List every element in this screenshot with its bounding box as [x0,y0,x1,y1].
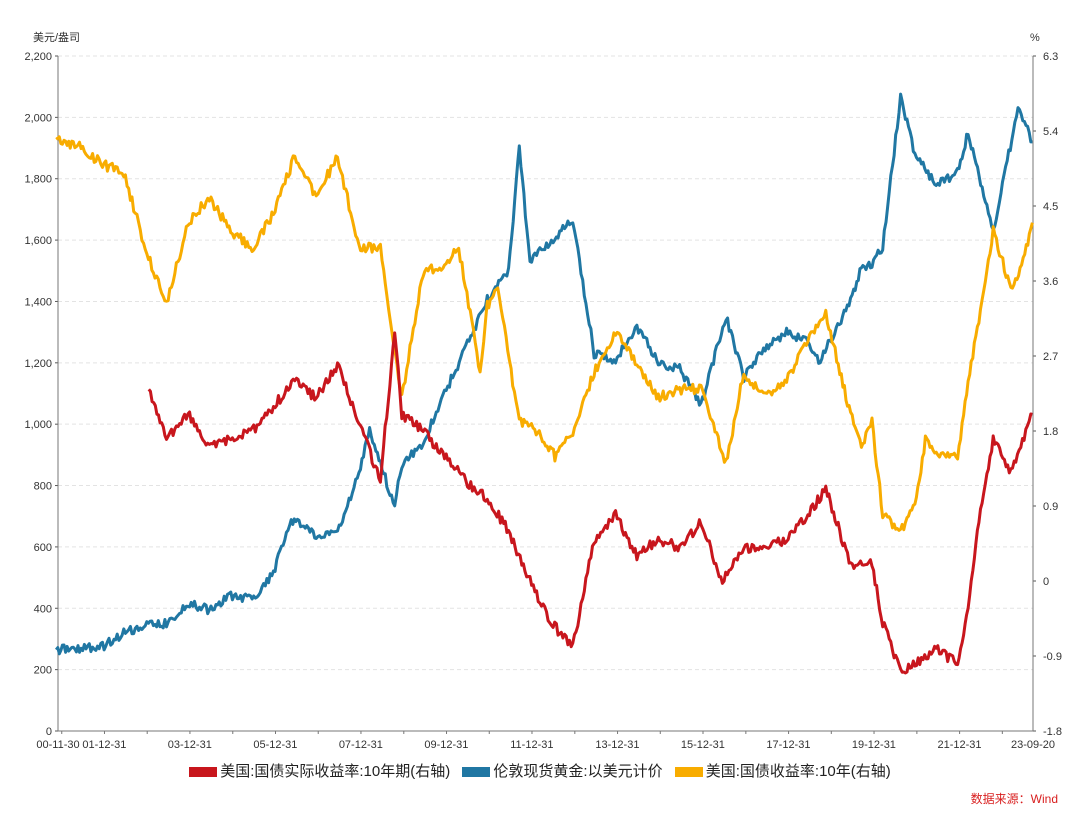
legend-swatch-nominal-yield [674,767,703,778]
legend-label-gold: 伦敦现货黄金:以美元计价 [493,763,663,780]
y-right-tick-label: 6.3 [1043,51,1058,63]
y-right-tick-label: -1.8 [1043,726,1062,738]
y-left-tick-label: 1,200 [24,358,52,370]
legend-swatch-real-yield [189,767,218,778]
x-tick-label: 09-12-31 [424,739,468,751]
axes [55,55,1036,734]
y-left-tick-label: 400 [34,603,52,615]
y-left-tick-label: 1,000 [24,419,52,431]
x-tick-label: 05-12-31 [253,739,297,751]
y-right-tick-label: 0 [1043,576,1049,588]
y-left-tick-label: 2,000 [24,112,52,124]
x-tick-label: 01-12-31 [82,739,126,751]
data-source-note: 数据来源：Wind [970,792,1058,806]
x-tick-label: 03-12-31 [168,739,212,751]
series-line-1 [55,92,1033,656]
y-left-tick-label: 1,400 [24,296,52,308]
legend: 美国:国债实际收益率:10年期(右轴) 伦敦现货黄金:以美元计价 美国:国债收益… [0,760,1080,781]
chart-svg: 美元/盎司 % 0 200 400 600 800 1,000 1,200 1,400 1,60… [24,30,1062,751]
y-right-tick-label: -0.9 [1043,651,1062,663]
legend-swatch-gold [462,767,491,778]
y-left-tick-label: 2,200 [24,51,52,63]
series-line-2 [55,135,1034,532]
x-tick-label: 11-12-31 [510,739,553,751]
y-left-tick-label: 0 [46,726,52,738]
legend-item-real-yield[interactable]: 美国:国债实际收益率:10年期(右轴) [189,760,450,781]
y-right-tick-label: 0.9 [1043,501,1058,513]
y-right-tick-label: 4.5 [1043,201,1058,213]
y-left-tick-label: 200 [34,665,52,677]
x-tick-label: 21-12-31 [937,739,981,751]
legend-item-nominal-yield[interactable]: 美国:国债收益率:10年(右轴) [674,760,891,781]
y-left-tick-label: 600 [34,542,52,554]
x-tick-label: 15-12-31 [681,739,725,751]
x-tick-label: 23-09-20 [1011,739,1055,751]
x-tick-label: 19-12-31 [852,739,896,751]
x-tick-label: 13-12-31 [595,739,639,751]
y-right-tick-label: 2.7 [1043,351,1058,363]
y-right-tick-label: 5.4 [1043,126,1058,138]
right-unit-label: % [1030,32,1040,44]
x-tick-label: 00-11-30 [36,739,79,751]
y-left-tick-label: 1,800 [24,174,52,186]
tick-labels: 0 200 400 600 800 1,000 1,200 1,400 1,600 1,800 2,… [24,51,1062,751]
series-line-0 [147,331,1033,675]
legend-item-gold[interactable]: 伦敦现货黄金:以美元计价 [462,760,663,781]
y-left-tick-label: 800 [34,481,52,493]
legend-label-real-yield: 美国:国债实际收益率:10年期(右轴) [220,763,451,780]
y-left-tick-label: 1,600 [24,235,52,247]
y-right-tick-label: 3.6 [1043,276,1058,288]
left-unit-label: 美元/盎司 [33,30,80,44]
grid-lines [58,55,1033,671]
series-layer [55,92,1034,675]
legend-label-nominal-yield: 美国:国债收益率:10年(右轴) [705,763,891,780]
x-tick-label: 17-12-31 [766,739,810,751]
x-tick-label: 07-12-31 [339,739,383,751]
y-right-tick-label: 1.8 [1043,426,1058,438]
